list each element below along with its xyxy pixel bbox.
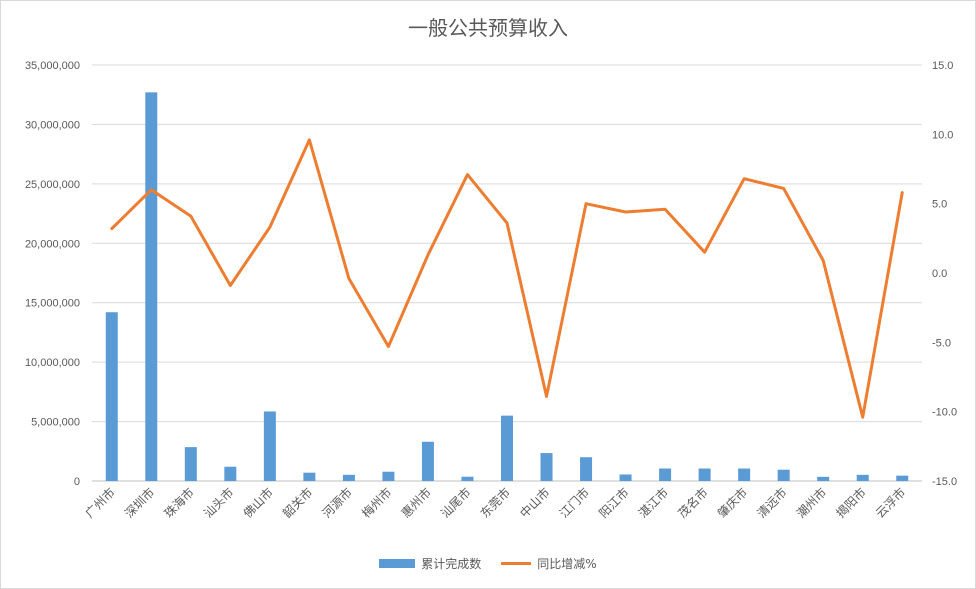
y-right-tick-label: -15.0 [932,476,957,488]
y-left-tick-label: 30,000,000 [25,119,80,131]
legend-label-line: 同比增减% [537,557,597,571]
x-tick-label: 揭阳市 [833,485,869,521]
x-tick-label: 潮州市 [793,485,829,521]
x-tick-label: 梅州市 [358,485,394,521]
y-right-tick-label: 0.0 [932,268,947,280]
y-left-tick-label: 5,000,000 [31,417,80,429]
bar [421,441,434,481]
series-line [110,138,904,419]
x-tick-label: 茂名市 [675,485,711,521]
x-tick-label: 阳江市 [596,485,632,521]
y-right-tick-label: 10.0 [932,129,953,141]
bar [659,468,672,481]
x-tick-label: 肇庆市 [714,485,750,521]
y-right-tick-label: -10.0 [932,407,957,419]
y-left-tick-label: 10,000,000 [25,357,80,369]
x-tick-label: 汕头市 [200,485,236,521]
y-left-tick-label: 20,000,000 [25,238,80,250]
y-right-tick-label: 15.0 [932,60,953,72]
chart-title: 一般公共预算收入 [408,16,568,40]
legend-item-line: 同比增减% [501,555,597,572]
bar [303,472,316,481]
bar [698,468,711,481]
x-tick-label: 江门市 [556,485,592,521]
y-left-tick-label: 15,000,000 [25,298,80,310]
bar [263,411,276,481]
legend-swatch-bar [379,559,416,568]
bar [777,469,790,481]
bar [580,457,593,481]
x-tick-label: 韶关市 [279,485,315,521]
legend-item-bar: 累计完成数 [379,555,481,572]
legend-swatch-line [501,562,532,565]
y-left-tick-label: 25,000,000 [25,179,80,191]
y-left-tick-label: 0 [74,476,80,488]
x-tick-label: 东莞市 [477,485,513,521]
x-tick-label: 清远市 [754,485,790,521]
bar [501,415,513,481]
x-tick-label: 广州市 [82,485,118,521]
bar [342,474,355,481]
x-tick-label: 云浮市 [872,485,908,521]
x-tick-label: 河源市 [319,485,355,521]
x-tick-label: 佛山市 [240,485,276,521]
bar [105,312,118,481]
x-tick-label: 中山市 [517,485,553,521]
bar [145,92,158,481]
bar [461,476,474,481]
chart-legend: 累计完成数 同比增减% [0,555,976,572]
bar [224,466,237,481]
y-left-tick-label: 35,000,000 [25,60,80,72]
bar [619,474,632,481]
x-tick-label: 深圳市 [121,485,157,521]
x-tick-label: 汕尾市 [438,485,474,521]
bar [817,476,830,481]
y-right-tick-label: -5.0 [932,337,951,349]
bar [382,471,395,481]
bar [184,447,197,481]
bar [856,474,869,481]
legend-label-bar: 累计完成数 [421,557,482,571]
bar [738,468,751,481]
bar [540,453,553,481]
bar [896,475,909,481]
x-tick-label: 珠海市 [161,485,197,521]
x-tick-label: 湛江市 [635,485,671,521]
x-tick-label: 惠州市 [398,485,434,521]
y-right-tick-label: 5.0 [932,199,947,211]
